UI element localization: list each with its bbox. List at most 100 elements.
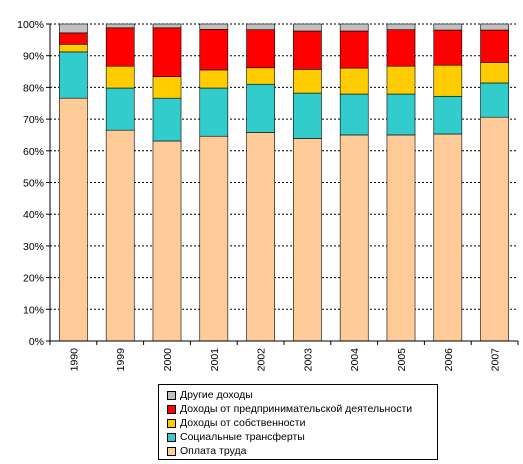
legend-swatch: [167, 404, 176, 414]
bar-segment-2001-s4: [199, 23, 229, 30]
y-tick-label: 30%: [23, 241, 44, 253]
bar-segment-2006-s4: [433, 23, 463, 31]
bar-segment-2001-s3: [199, 29, 229, 71]
bar-segment-2001-s0: [199, 135, 229, 342]
bar-stack-2005: [386, 23, 416, 342]
bar-segment-2003-s3: [293, 30, 322, 70]
bar-segment-1990-s3: [59, 32, 88, 45]
bar-segment-2004-s0: [339, 134, 369, 342]
bar-segment-2007-s1: [480, 82, 509, 118]
bar-segment-2003-s2: [293, 69, 322, 94]
bar-stack-2002: [246, 23, 275, 342]
bar-segment-2006-s0: [433, 133, 463, 342]
bar-stack-2007: [480, 23, 509, 342]
y-tick-label: 50%: [23, 178, 44, 190]
legend-item: Доходы от собственности: [167, 416, 437, 430]
bars: [59, 23, 509, 342]
bar-stack-2001: [199, 23, 229, 342]
y-tick-label: 80%: [23, 82, 44, 94]
legend-label: Доходы от предпринимательской деятельнос…: [180, 403, 413, 415]
bar-segment-2004-s3: [339, 30, 369, 69]
bar-segment-2006-s3: [433, 29, 463, 66]
legend-label: Доходы от собственности: [180, 417, 306, 429]
legend-label: Другие доходы: [180, 389, 253, 401]
bar-segment-2000-s2: [152, 76, 182, 99]
bar-segment-2004-s2: [339, 67, 369, 95]
bar-segment-1999-s3: [105, 27, 135, 67]
legend-swatch: [167, 446, 176, 456]
bar-segment-1990-s4: [59, 23, 88, 34]
y-tick-label: 90%: [23, 51, 44, 63]
bar-segment-1990-s0: [59, 97, 88, 342]
bar-segment-1999-s4: [105, 23, 135, 29]
x-tick-label: 1999: [115, 348, 127, 372]
stacked-bar-chart: 0%10%20%30%40%50%60%70%80%90%100% 1990 19…: [17, 19, 519, 372]
legend-item: Другие доходы: [167, 388, 437, 402]
bar-segment-2000-s0: [152, 140, 182, 342]
bar-segment-2005-s4: [386, 23, 416, 31]
x-tick-label: 1990: [68, 348, 80, 372]
bar-segment-2005-s2: [386, 65, 416, 95]
bar-segment-1999-s1: [105, 87, 135, 131]
legend-item: Оплата труда: [167, 444, 437, 458]
x-tick-labels: 1990 1999 2000 2001 2002 2003 2004 2005 2006 2007: [68, 348, 501, 372]
bar-segment-2001-s1: [199, 87, 229, 137]
bar-segment-2003-s0: [293, 138, 322, 342]
bar-segment-2005-s3: [386, 29, 416, 67]
bar-segment-1999-s2: [105, 65, 135, 89]
bar-segment-2006-s2: [433, 64, 463, 97]
x-tick-label: 2001: [209, 348, 221, 372]
bar-segment-2001-s2: [199, 69, 229, 89]
legend-label: Оплата труда: [180, 445, 247, 457]
bar-stack-2006: [433, 23, 463, 342]
bar-segment-2004-s1: [339, 93, 369, 136]
y-tick-label: 60%: [23, 146, 44, 158]
y-tick-label: 0%: [29, 336, 44, 348]
bar-segment-2005-s1: [386, 93, 416, 136]
bar-segment-2002-s3: [246, 29, 275, 69]
bar-segment-1999-s0: [105, 129, 135, 342]
bar-segment-1990-s1: [59, 51, 88, 99]
y-tick-label: 40%: [23, 209, 44, 221]
y-tick-label: 70%: [23, 114, 44, 126]
bar-segment-2000-s4: [152, 23, 182, 29]
legend-item: Доходы от предпринимательской деятельнос…: [167, 402, 437, 416]
legend-swatch: [167, 432, 176, 442]
legend-item: Социальные трансферты: [167, 430, 437, 444]
bar-segment-2002-s4: [246, 23, 275, 31]
bar-segment-2003-s4: [293, 23, 322, 32]
bar-segment-2006-s1: [433, 95, 463, 135]
bar-stack-1999: [105, 23, 135, 342]
bar-segment-2002-s1: [246, 83, 275, 133]
bar-segment-1990-s2: [59, 43, 88, 53]
legend-swatch: [167, 418, 176, 428]
bar-segment-2007-s3: [480, 29, 509, 63]
legend-swatch: [167, 390, 176, 400]
bar-stack-1990: [59, 23, 88, 342]
bar-segment-2000-s1: [152, 97, 182, 142]
y-tick-label: 100%: [17, 19, 44, 31]
y-tick-label: 10%: [23, 304, 44, 316]
axes: [46, 23, 519, 345]
x-tick-label: 2003: [302, 348, 314, 372]
y-tick-label: 20%: [23, 273, 44, 285]
x-tick-label: 2000: [162, 348, 174, 372]
x-tick-label: 2004: [349, 348, 361, 372]
x-tick-label: 2007: [490, 348, 502, 372]
bar-segment-2007-s4: [480, 23, 509, 31]
y-tick-labels: 0% 10% 20% 30% 40% 50% 60% 70% 80% 90% 100%: [17, 19, 44, 348]
bar-segment-2007-s0: [480, 116, 509, 342]
x-tick-label: 2002: [256, 348, 268, 372]
legend: Другие доходы Доходы от предпринимательск…: [158, 384, 438, 460]
legend-label: Социальные трансферты: [180, 431, 305, 443]
bar-segment-2005-s0: [386, 134, 416, 342]
bar-segment-2000-s3: [152, 27, 182, 77]
bar-stack-2004: [339, 23, 369, 342]
bar-stack-2000: [152, 23, 182, 342]
bar-segment-2007-s2: [480, 62, 509, 84]
bar-stack-2003: [293, 23, 322, 342]
x-tick-label: 2005: [396, 348, 408, 372]
bar-segment-2003-s1: [293, 92, 322, 139]
bar-segment-2002-s0: [246, 132, 275, 342]
x-tick-label: 2006: [443, 348, 455, 372]
